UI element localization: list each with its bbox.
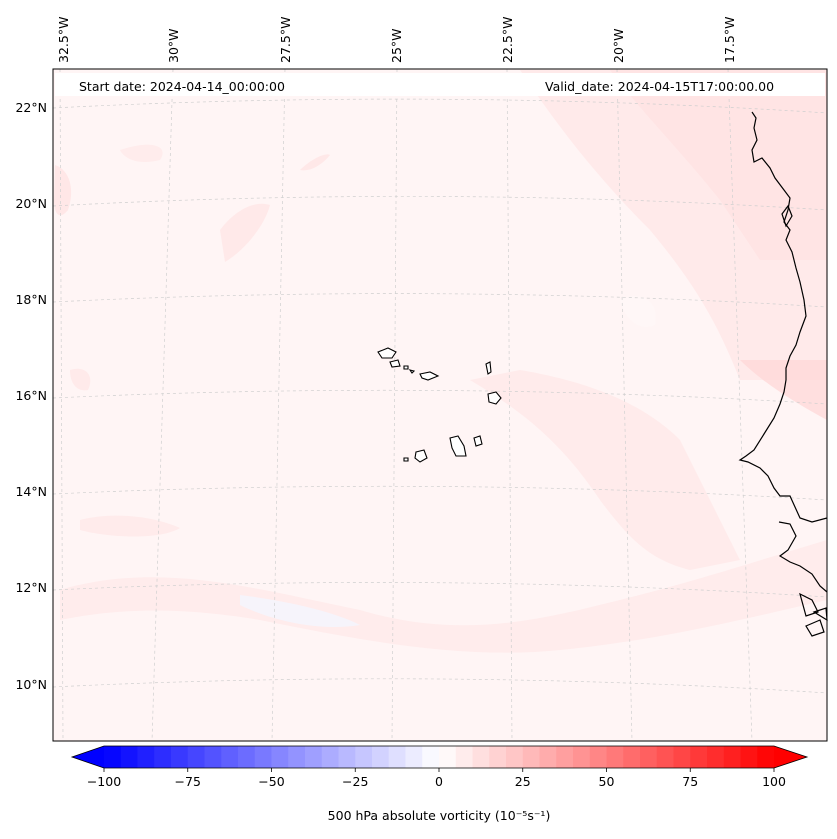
colorbar-segment [104, 746, 122, 768]
lat-label: 12°N [15, 580, 47, 595]
map-frame [52, 68, 828, 742]
colorbar-ticks: −100 −75 −50 −25 0 25 50 75 100 [87, 768, 786, 789]
colorbar-segment [137, 746, 155, 768]
lat-label: 22°N [15, 100, 47, 115]
valid-date-label: Valid_date: 2024-04-15T17:00:00.00 [545, 79, 774, 94]
colorbar-segment [623, 746, 641, 768]
colorbar-segment [154, 746, 172, 768]
start-date-label: Start date: 2024-04-14_00:00:00 [79, 79, 285, 94]
colorbar-tick-label: −75 [175, 774, 201, 789]
colorbar-segment [305, 746, 323, 768]
colorbar-segment [187, 746, 206, 768]
colorbar-segment [556, 746, 574, 768]
colorbar-segment [120, 746, 139, 768]
lat-label: 10°N [15, 677, 47, 692]
colorbar-tick-label: 0 [435, 774, 443, 789]
colorbar-tick-label: 50 [599, 774, 615, 789]
colorbar-segment [522, 746, 541, 768]
colorbar-segment [472, 746, 490, 768]
colorbar-segment [388, 746, 407, 768]
lon-label: 30°W [166, 28, 181, 63]
colorbar: −100 −75 −50 −25 0 25 50 75 100 500 hPa absolute… [70, 745, 809, 823]
lon-label: 17.5°W [722, 17, 737, 63]
colorbar-segment [489, 746, 507, 768]
colorbar-tick-label: 100 [762, 774, 786, 789]
colorbar-segment [238, 746, 256, 768]
colorbar-tick-label: 25 [515, 774, 531, 789]
lon-label: 32.5°W [56, 17, 71, 63]
lon-label: 20°W [611, 28, 626, 63]
colorbar-segment [171, 746, 189, 768]
colorbar-segment [422, 746, 440, 768]
colorbar-tick-label: −100 [87, 774, 121, 789]
colorbar-tick-label: −25 [342, 774, 368, 789]
lon-label: 22.5°W [500, 17, 515, 63]
colorbar-label: 500 hPa absolute vorticity (10⁻⁵s⁻¹) [328, 808, 551, 823]
lat-label: 16°N [15, 388, 47, 403]
colorbar-segment [656, 746, 675, 768]
colorbar-segment [221, 746, 239, 768]
lon-label: 27.5°W [278, 17, 293, 63]
cape-verde-islands [377, 347, 502, 463]
header-box [55, 73, 825, 96]
colorbar-max-extend [774, 746, 807, 768]
lat-label: 14°N [15, 484, 47, 499]
colorbar-segment [321, 746, 340, 768]
colorbar-segments [104, 746, 775, 768]
colorbar-segment [288, 746, 306, 768]
colorbar-tick-label: −50 [258, 774, 284, 789]
colorbar-min-extend [72, 746, 104, 768]
colorbar-segment [355, 746, 373, 768]
colorbar-segment [254, 746, 273, 768]
lon-label: 25°W [389, 28, 404, 63]
colorbar-segment [539, 746, 557, 768]
colorbar-segment [757, 746, 775, 768]
colorbar-segment [271, 746, 289, 768]
colorbar-segment [204, 746, 222, 768]
graticule [52, 68, 828, 742]
lat-label: 18°N [15, 292, 47, 307]
colorbar-segment [405, 746, 423, 768]
lat-label: 20°N [15, 196, 47, 211]
colorbar-segment [573, 746, 591, 768]
colorbar-segment [723, 746, 742, 768]
colorbar-segment [439, 746, 457, 768]
colorbar-segment [372, 746, 390, 768]
colorbar-segment [707, 746, 725, 768]
longitude-labels: 32.5°W 30°W 27.5°W 25°W 22.5°W 20°W 17.5… [56, 17, 737, 63]
colorbar-segment [338, 746, 356, 768]
colorbar-segment [673, 746, 691, 768]
colorbar-tick-label: 75 [682, 774, 698, 789]
colorbar-segment [740, 746, 758, 768]
latitude-labels: 22°N 20°N 18°N 16°N 14°N 12°N 10°N [15, 100, 47, 692]
colorbar-segment [606, 746, 624, 768]
colorbar-segment [690, 746, 708, 768]
coastline [738, 111, 828, 637]
colorbar-segment [589, 746, 608, 768]
colorbar-segment [455, 746, 474, 768]
colorbar-segment [640, 746, 658, 768]
colorbar-segment [506, 746, 524, 768]
